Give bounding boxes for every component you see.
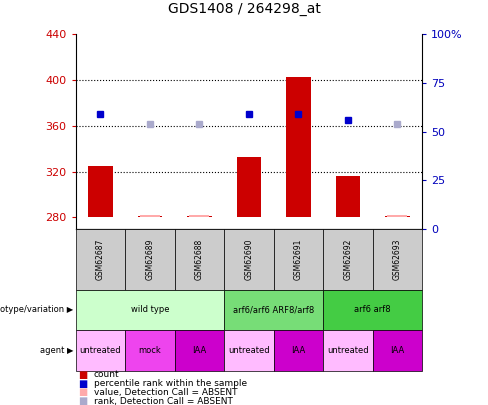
- Text: rank, Detection Call = ABSENT: rank, Detection Call = ABSENT: [94, 397, 233, 405]
- Text: GSM62691: GSM62691: [294, 239, 303, 280]
- Bar: [385, 216, 410, 217]
- Text: GSM62687: GSM62687: [96, 239, 105, 280]
- Bar: [237, 157, 261, 217]
- Text: arf6/arf6 ARF8/arf8: arf6/arf6 ARF8/arf8: [233, 305, 314, 314]
- Text: untreated: untreated: [80, 346, 121, 355]
- Bar: [336, 176, 360, 217]
- Text: GSM62688: GSM62688: [195, 239, 204, 280]
- Text: genotype/variation ▶: genotype/variation ▶: [0, 305, 73, 314]
- Text: ■: ■: [78, 379, 87, 388]
- Text: wild type: wild type: [131, 305, 169, 314]
- Bar: [140, 215, 160, 217]
- Text: untreated: untreated: [228, 346, 270, 355]
- Text: GSM62692: GSM62692: [344, 239, 352, 280]
- Bar: [88, 166, 113, 217]
- Text: percentile rank within the sample: percentile rank within the sample: [94, 379, 247, 388]
- Text: GDS1408 / 264298_at: GDS1408 / 264298_at: [167, 2, 321, 16]
- Text: GSM62693: GSM62693: [393, 239, 402, 280]
- Bar: [187, 216, 212, 217]
- Text: ■: ■: [78, 396, 87, 405]
- Text: count: count: [94, 370, 120, 379]
- Bar: [387, 215, 407, 217]
- Text: untreated: untreated: [327, 346, 369, 355]
- Text: value, Detection Call = ABSENT: value, Detection Call = ABSENT: [94, 388, 237, 397]
- Text: IAA: IAA: [291, 346, 305, 355]
- Text: ■: ■: [78, 370, 87, 379]
- Text: IAA: IAA: [390, 346, 405, 355]
- Bar: [189, 215, 209, 217]
- Text: IAA: IAA: [192, 346, 206, 355]
- Text: ■: ■: [78, 388, 87, 397]
- Text: mock: mock: [139, 346, 161, 355]
- Text: agent ▶: agent ▶: [40, 346, 73, 355]
- Text: GSM62690: GSM62690: [244, 239, 253, 280]
- Text: arf6 arf8: arf6 arf8: [354, 305, 391, 314]
- Bar: [286, 77, 311, 217]
- Bar: [138, 216, 162, 217]
- Text: GSM62689: GSM62689: [145, 239, 154, 280]
